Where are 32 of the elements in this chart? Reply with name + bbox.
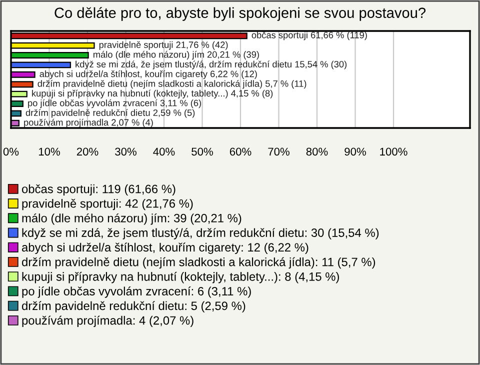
x-tick-label: 80% xyxy=(306,148,328,156)
chart-title: Co děláte pro to, abyste byli spokojeni se svou postavou? xyxy=(54,7,426,21)
x-tick-label: 40% xyxy=(153,148,175,156)
x-tick-label: 30% xyxy=(115,148,136,156)
data-label: abych si udržel/a štíhlost, kouřím cigarety 6,22 % (12) xyxy=(40,70,257,79)
legend-label: používám projímadla: 4 (2,07 %) xyxy=(22,316,194,328)
data-label: málo (dle mého názoru) jím 20,21 % (39) xyxy=(94,50,259,60)
x-tick-label: 90% xyxy=(344,148,366,156)
legend-label: po jídle občas vyvolám zvracení: 6 (3,11 %) xyxy=(22,286,251,298)
x-tick-label: 50% xyxy=(192,148,213,156)
legend-label: držím pavidelně redukční dietu: 5 (2,59 %) xyxy=(22,301,246,312)
legend-label: málo (dle mého názoru) jím: 39 (20,21 %) xyxy=(22,213,242,225)
data-label: držím pavidelně redukční dietu 2,59 % (5) xyxy=(26,109,195,118)
data-label: používám projímadla 2,07 % (4) xyxy=(24,118,153,128)
x-tick-label: 70% xyxy=(268,148,290,156)
legend-label: držím pravidelně dietu (nejím sladkosti a kalorická jídla): 11 (5,7 %) xyxy=(22,257,376,269)
x-tick-label: 60% xyxy=(230,148,252,156)
data-label: když se mi zdá, že jsem tlustý/á, držím redukční dietu 15,54 % (30) xyxy=(76,60,347,70)
legend-label: abych si udržel/a štíhlost, kouřím cigarety: 12 (6,22 %) xyxy=(22,242,308,254)
legend-label: když se mi zdá, že jsem tlustý/á, držím redukční dietu: 30 (15,54 %) xyxy=(22,228,379,240)
x-tick-label: 100% xyxy=(380,148,408,156)
data-label: pravidelně sportuji 21,76 % (42) xyxy=(99,41,228,50)
data-label: po jídle občas vyvolám zvracení 3,11 % (6) xyxy=(28,99,201,108)
legend-label: občas sportuji: 119 (61,66 %) xyxy=(22,184,176,196)
legend-label: pravidelně sportuji: 42 (21,76 %) xyxy=(22,198,193,210)
x-tick-label: 0% xyxy=(3,148,19,156)
x-tick-label: 10% xyxy=(38,148,60,156)
data-label: kupuji si přípravky na hubnutí (koktejly, tablety...) 4,15 % (8) xyxy=(32,90,273,98)
data-label: občas sportuji 61,66 % (119) xyxy=(252,32,367,40)
x-tick-label: 20% xyxy=(76,148,98,156)
legend-label: kupuji si přípravky na hubnutí (koktejly, tablety...): 8 (4,15 %) xyxy=(22,272,339,284)
data-label: držím pravidelně dietu (nejím sladkosti a kalorická jídla) 5,7 % (11) xyxy=(38,80,306,89)
